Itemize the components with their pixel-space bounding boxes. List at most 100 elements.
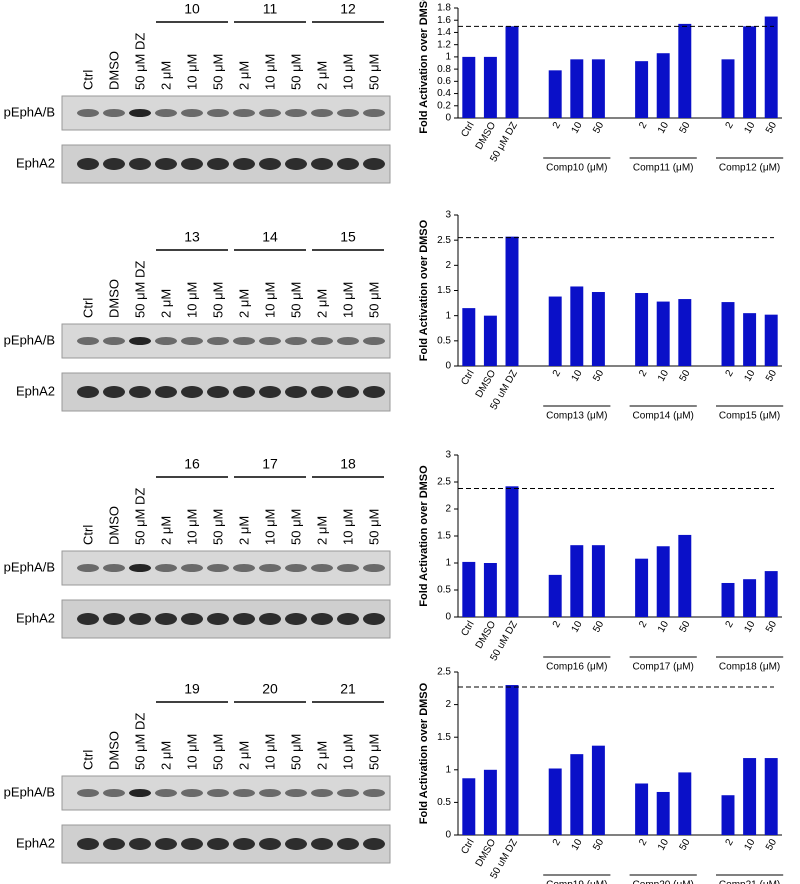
bar xyxy=(462,56,476,118)
x-tick-label: 2 xyxy=(637,837,650,848)
lane-label: 50 μM xyxy=(210,509,225,545)
lane-label: 2 μM xyxy=(314,289,329,318)
x-tick-label: 2 xyxy=(724,368,737,379)
blot-band xyxy=(285,564,307,572)
y-tick-label: 3 xyxy=(445,450,451,461)
blot-band xyxy=(103,613,125,625)
bar xyxy=(483,769,497,835)
y-tick-label: 0 xyxy=(445,830,451,841)
x-tick-label: 50 xyxy=(764,120,779,136)
blot-band xyxy=(233,109,255,117)
blot-band xyxy=(77,109,99,117)
blot-band xyxy=(259,386,281,398)
group-label: Comp21 (μM) xyxy=(719,880,780,884)
compound-label: 14 xyxy=(262,229,278,245)
lane-label: 10 μM xyxy=(262,282,277,318)
x-tick-label: 10 xyxy=(742,120,757,136)
lane-label: 10 μM xyxy=(262,734,277,770)
x-tick-label: 10 xyxy=(570,837,585,853)
bar xyxy=(678,299,692,366)
blot-band xyxy=(181,789,203,797)
x-tick-label: 10 xyxy=(742,619,757,635)
blot-band xyxy=(233,158,255,170)
blot-band xyxy=(103,386,125,398)
blot-band xyxy=(155,613,177,625)
x-tick-label: 2 xyxy=(637,120,650,131)
x-tick-label: 2 xyxy=(724,619,737,630)
bar xyxy=(570,545,584,617)
bar xyxy=(721,582,735,617)
blot-band xyxy=(207,838,229,850)
x-tick-label: 10 xyxy=(570,120,585,136)
blot-band xyxy=(181,838,203,850)
blot-band xyxy=(103,564,125,572)
lane-label: 50 μM xyxy=(366,54,381,90)
compound-label: 13 xyxy=(184,229,200,245)
bar xyxy=(764,758,778,835)
bar xyxy=(721,302,735,366)
lane-label: DMSO xyxy=(106,731,121,770)
blot-row-label: pEphA/B xyxy=(4,332,55,347)
x-tick-label: Ctrl xyxy=(459,619,476,638)
bar xyxy=(462,778,476,835)
lane-label: 50 μM DZ xyxy=(132,33,147,90)
blot-band xyxy=(181,613,203,625)
lane-label: 10 μM xyxy=(184,734,199,770)
x-tick-label: 10 xyxy=(656,619,671,635)
y-tick-label: 1.5 xyxy=(437,732,451,743)
lane-label: 50 μM xyxy=(366,509,381,545)
y-tick-label: 0.5 xyxy=(437,585,451,596)
group-label: Comp18 (μM) xyxy=(719,662,780,673)
blot-band xyxy=(233,337,255,345)
y-tick-label: 2.5 xyxy=(437,235,451,246)
bar xyxy=(764,571,778,617)
lane-label: 10 μM xyxy=(340,282,355,318)
bar xyxy=(764,314,778,366)
blot-band xyxy=(363,109,385,117)
blot-band xyxy=(103,838,125,850)
blot-band xyxy=(233,789,255,797)
blot-band xyxy=(259,838,281,850)
x-tick-label: 10 xyxy=(742,368,757,384)
group-label: Comp17 (μM) xyxy=(633,662,694,673)
blot-band xyxy=(311,337,333,345)
compound-label: 11 xyxy=(263,1,278,17)
blot-band xyxy=(233,564,255,572)
compound-label: 15 xyxy=(340,229,356,245)
bar xyxy=(483,315,497,366)
group-label: Comp12 (μM) xyxy=(719,163,780,174)
blot-band xyxy=(207,109,229,117)
bar xyxy=(570,59,584,118)
x-tick-label: 50 xyxy=(678,619,693,635)
y-tick-label: 0.8 xyxy=(437,64,451,75)
blot-band xyxy=(311,386,333,398)
y-tick-label: 1 xyxy=(445,310,451,321)
blot-band xyxy=(129,337,151,345)
bar xyxy=(591,292,605,366)
blot-band xyxy=(233,386,255,398)
bar xyxy=(635,783,649,835)
blot-band xyxy=(285,789,307,797)
lane-label: 10 μM xyxy=(340,509,355,545)
y-tick-label: 1.6 xyxy=(437,15,451,26)
x-tick-label: Ctrl xyxy=(459,120,476,139)
lane-label: 2 μM xyxy=(158,61,173,90)
blot-band xyxy=(285,337,307,345)
lane-label: 10 μM xyxy=(184,54,199,90)
lane-label: 10 μM xyxy=(262,509,277,545)
lane-label: 50 μM xyxy=(288,734,303,770)
blot-band xyxy=(311,838,333,850)
compound-label: 20 xyxy=(262,681,278,697)
blot-band xyxy=(181,109,203,117)
bar xyxy=(678,23,692,119)
blot-band xyxy=(285,109,307,117)
blot-band xyxy=(207,337,229,345)
blot-band xyxy=(77,613,99,625)
bar xyxy=(764,16,778,118)
blot-row-label: EphA2 xyxy=(16,383,55,398)
blot-band xyxy=(285,613,307,625)
blot-band xyxy=(363,337,385,345)
blot-band xyxy=(337,109,359,117)
blot-row-label: pEphA/B xyxy=(4,104,55,119)
blot-band xyxy=(337,386,359,398)
